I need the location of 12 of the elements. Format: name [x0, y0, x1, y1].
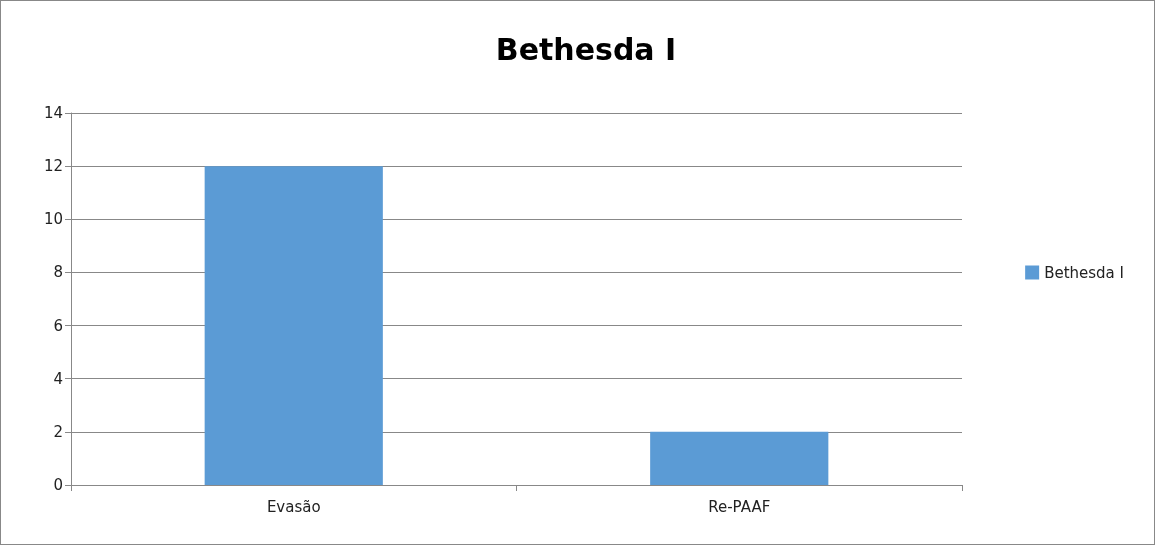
y-tick-label: 14 [43, 104, 63, 122]
x-tick-label: Re-PAAF [708, 497, 771, 516]
y-tick-label: 10 [43, 210, 63, 229]
y-tick-label: 0 [53, 476, 63, 494]
y-tick-label: 4 [53, 369, 63, 388]
y-tick-label: 12 [43, 157, 63, 176]
y-tick-label: 2 [53, 422, 63, 441]
y-tick-label: 8 [53, 263, 63, 282]
chart-title: Bethesda I [495, 31, 677, 67]
y-tick-label: 6 [53, 316, 63, 335]
legend-label: Bethesda I [1044, 263, 1124, 282]
x-tick-label: Evasão [266, 497, 321, 516]
